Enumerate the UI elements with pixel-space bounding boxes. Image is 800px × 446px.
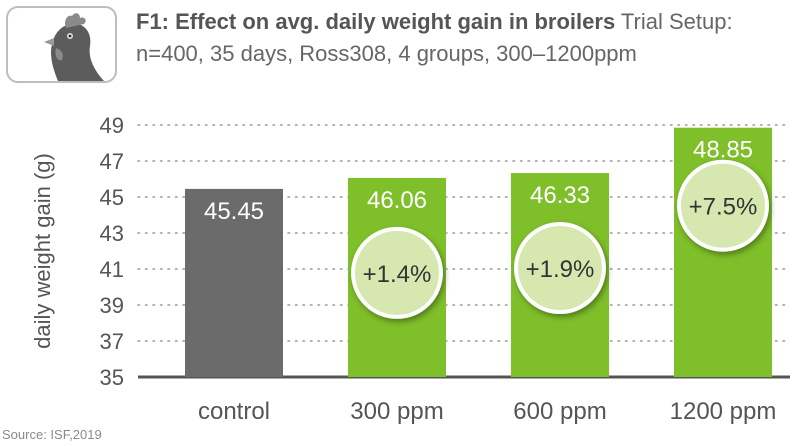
y-tick-label: 43 <box>100 221 124 246</box>
x-tick-label: 600 ppm <box>513 398 606 425</box>
chart-title: F1: Effect on avg. daily weight gain in … <box>136 9 616 34</box>
y-tick-label: 37 <box>100 329 124 354</box>
y-axis-title: daily weight gain (g) <box>30 153 55 349</box>
y-tick-label: 35 <box>100 365 124 390</box>
trial-setup-label: Trial Setup: <box>620 9 733 34</box>
bar-value-label: 46.33 <box>530 182 590 209</box>
logo-box <box>6 6 117 83</box>
y-tick-label: 41 <box>100 257 124 282</box>
source-note: Source: ISF,2019 <box>2 427 102 442</box>
y-tick-label: 47 <box>100 149 124 174</box>
bar-value-label: 45.45 <box>204 198 264 225</box>
y-tick-label: 49 <box>100 113 124 138</box>
y-tick-label: 39 <box>100 293 124 318</box>
x-tick-label: control <box>198 398 270 425</box>
bar-0 <box>185 188 283 377</box>
trial-setup-details: n=400, 35 days, Ross308, 4 groups, 300–1… <box>136 41 637 66</box>
increase-badge <box>351 226 443 319</box>
bar-value-label: 48.85 <box>693 137 753 164</box>
increase-badge <box>677 159 769 252</box>
increase-badge-label: +1.4% <box>363 261 432 288</box>
x-tick-label: 1200 ppm <box>670 398 777 425</box>
bar-value-label: 46.06 <box>367 187 427 214</box>
increase-badge <box>514 222 606 315</box>
x-tick-label: 300 ppm <box>350 398 443 425</box>
y-tick-label: 45 <box>100 185 124 210</box>
increase-badge-label: +7.5% <box>689 194 758 221</box>
increase-badge-label: +1.9% <box>526 256 595 283</box>
chart-header: F1: Effect on avg. daily weight gain in … <box>136 6 796 70</box>
chicken-head-icon <box>44 13 104 81</box>
